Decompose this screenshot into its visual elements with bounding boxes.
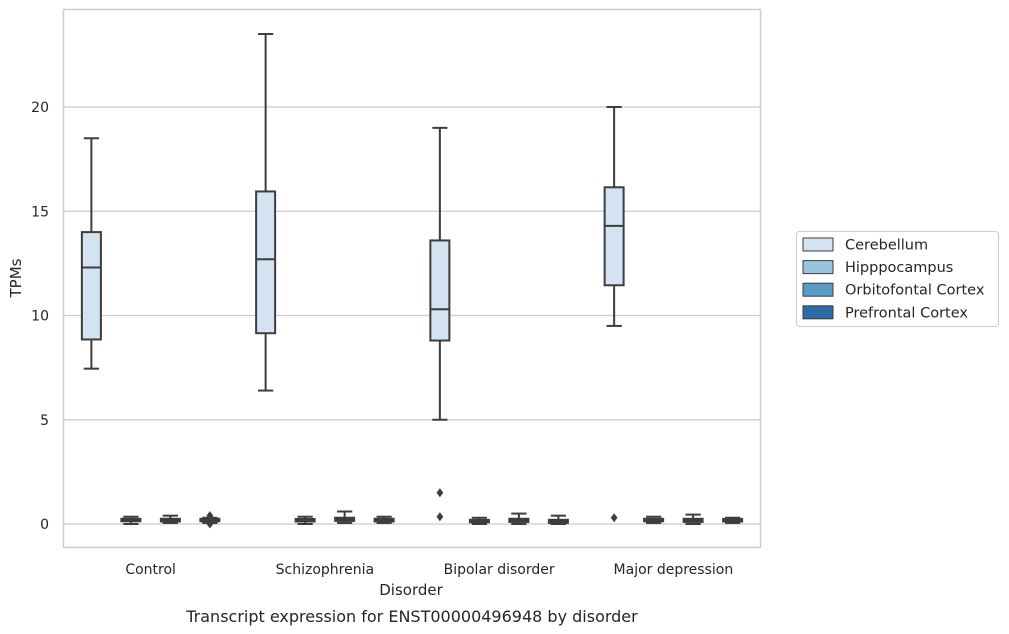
box-0-3 [199, 511, 221, 529]
x-tick-label-2: Bipolar disorder [444, 562, 555, 578]
box-3-2 [682, 513, 704, 525]
y-axis-ticks: 0 5 10 15 20 [31, 100, 49, 533]
legend: Cerebellum Hipppocampus Orbitofontal Corte… [796, 231, 999, 327]
legend-swatch-0 [802, 237, 834, 252]
y-tick-label-15: 15 [31, 204, 49, 220]
box-3-3 [722, 516, 744, 524]
x-tick-label-1: Schizophrenia [276, 562, 374, 578]
box-1-1 [294, 515, 316, 525]
legend-swatch-2 [802, 282, 834, 297]
outlier-1 [436, 512, 444, 522]
legend-frame [796, 231, 999, 327]
legend-swatch-3 [802, 305, 834, 320]
box-1-3 [373, 515, 395, 524]
x-tick-label-3: Major depression [614, 562, 734, 578]
box-1-0 [255, 33, 277, 392]
box-3-0 [603, 106, 625, 523]
chart-caption: Transcript expression for ENST0000049694… [185, 607, 638, 626]
x-axis-label: Disorder [379, 581, 443, 599]
outlier-0 [610, 513, 618, 523]
y-tick-label-10: 10 [31, 309, 49, 325]
box-0-1 [120, 515, 142, 525]
outlier-4 [206, 519, 214, 529]
legend-label-2: Orbitofontal Cortex [845, 283, 985, 299]
box-2-3 [547, 514, 569, 525]
box-3-1 [643, 515, 665, 524]
box-2-0 [429, 126, 451, 522]
box-iqr [603, 186, 625, 287]
box-0-0 [80, 137, 102, 370]
box-2-1 [468, 516, 490, 525]
y-tick-label-20: 20 [31, 100, 49, 116]
x-tick-label-0: Control [125, 562, 176, 578]
box-2-2 [508, 512, 530, 525]
box-iqr [255, 190, 277, 335]
box-iqr [429, 239, 451, 342]
box-0-2 [159, 514, 181, 524]
legend-label-0: Cerebellum [845, 238, 928, 254]
legend-label-1: Hipppocampus [845, 260, 953, 276]
outlier-0 [436, 488, 444, 498]
plot-frame [62, 8, 762, 549]
box-iqr [80, 231, 102, 341]
x-axis-ticks: Control Schizophrenia Bipolar disorder Majo… [125, 562, 733, 578]
box-groups [80, 33, 744, 529]
gridlines [63, 106, 761, 525]
legend-label-3: Prefrontal Cortex [845, 305, 968, 321]
box-1-2 [334, 510, 356, 524]
y-tick-label-5: 5 [40, 413, 49, 429]
y-axis-label: TPMs [7, 258, 25, 298]
y-tick-label-0: 0 [40, 517, 49, 533]
legend-swatch-1 [802, 260, 834, 275]
